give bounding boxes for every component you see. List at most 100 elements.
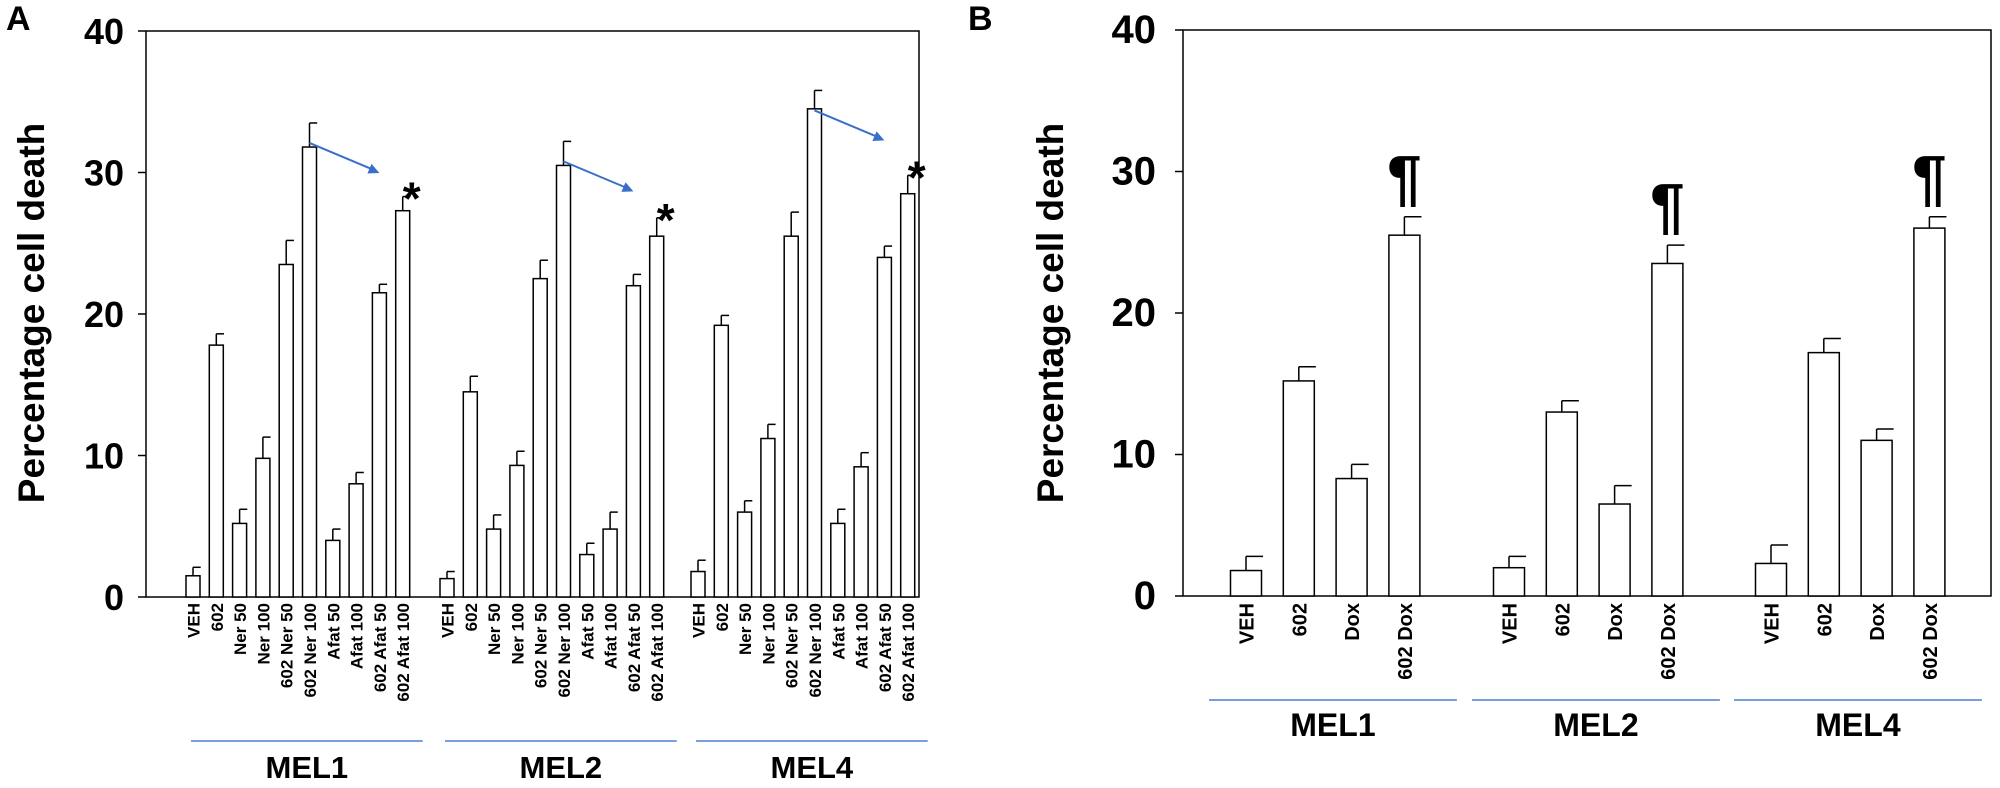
panel-b-group-label: MEL1 xyxy=(1290,707,1375,743)
panel-a-arrow-head-icon xyxy=(367,163,380,174)
panel-b-y-tick-label: 20 xyxy=(1112,291,1157,335)
panel-a-bar xyxy=(602,528,618,598)
panel-a-bar xyxy=(736,511,753,598)
panel-a-x-tick-label: Afat 50 xyxy=(829,603,848,660)
panel-b-x-tick-label: VEH xyxy=(1762,603,1784,644)
panel-a-bar xyxy=(876,256,893,598)
panel-b-x-tick-label: 602 Dox xyxy=(1395,603,1417,680)
panel-a-x-tick-label: 602 Afat 50 xyxy=(371,603,390,692)
panel-a-arrow-line xyxy=(563,160,626,189)
panel-label-a: A xyxy=(6,0,31,38)
panel-a-arrow-line xyxy=(814,109,877,138)
panel-a-x-tick-label: Afat 100 xyxy=(602,603,621,669)
panel-b-bar xyxy=(1545,411,1579,597)
panel-a-bar xyxy=(853,466,869,598)
panel-b-significance-marker: ¶ xyxy=(1912,144,1946,213)
y-axis-title-a: Percentage cell death xyxy=(11,123,52,503)
panel-a-x-tick-label: 602 Ner 100 xyxy=(555,603,574,698)
panel-a-x-tick-label: VEH xyxy=(438,603,457,638)
panel-b-bar xyxy=(1807,351,1841,597)
panel-a-x-tick-label: VEH xyxy=(689,603,708,638)
panel-a-x-tick-label: 602 Ner 50 xyxy=(278,603,297,688)
panel-a-bar xyxy=(394,209,411,598)
panel-a-bar xyxy=(485,528,502,598)
panel-a-x-tick-label: 602 xyxy=(208,603,227,631)
y-axis-title-b: Percentage cell death xyxy=(1030,123,1071,503)
panel-a-y-tick-label: 30 xyxy=(84,153,124,194)
panel-label-b: B xyxy=(968,0,993,38)
panel-a-x-tick-label: 602 Ner 50 xyxy=(532,603,551,688)
panel-a-y-tick-label: 0 xyxy=(104,577,124,618)
panel-b-bar xyxy=(1651,262,1684,597)
panel-b-y-tick-label: 10 xyxy=(1112,433,1157,477)
panel-a-bar xyxy=(278,263,294,598)
panel-a-bar xyxy=(806,108,823,598)
panel-a-x-tick-label: Ner 50 xyxy=(231,603,250,655)
panel-b-bar xyxy=(1598,503,1631,597)
panel-a-bar xyxy=(371,292,388,598)
panel-a-x-tick-label: VEH xyxy=(184,603,203,638)
panel-a-bar xyxy=(301,146,318,598)
panel-a-group-label: MEL2 xyxy=(520,750,603,785)
panel-a-x-tick-label: 602 xyxy=(713,603,732,631)
panel-a-bar xyxy=(255,457,271,598)
panel-b-x-tick-label: Dox xyxy=(1342,603,1364,641)
panel-a-bar xyxy=(462,391,479,598)
panel-b-group-label: MEL4 xyxy=(1815,707,1901,743)
panel-a-group-label: MEL1 xyxy=(266,750,349,785)
panel-b-x-tick-label: Dox xyxy=(1605,603,1627,641)
panel-b-bar xyxy=(1388,234,1421,597)
panel-a-bar xyxy=(713,324,730,598)
panel-a-bar xyxy=(348,483,364,598)
panel-a-x-tick-label: Ner 50 xyxy=(485,603,504,655)
panel-a-bar xyxy=(555,164,572,598)
panel-a-x-tick-label: 602 Ner 100 xyxy=(301,603,320,698)
panel-a-x-tick-label: 602 xyxy=(462,603,481,631)
panel-a-bar xyxy=(509,464,525,598)
panel-b-bar xyxy=(1913,227,1946,597)
panel-b-significance-marker: ¶ xyxy=(1387,144,1421,213)
panel-a-x-tick-label: Afat 50 xyxy=(578,603,597,660)
panel-b-bar xyxy=(1754,562,1788,597)
panel-a-y-tick-label: 10 xyxy=(84,436,124,477)
panel-a-x-tick-label: 602 Afat 100 xyxy=(648,603,667,702)
panel-b-bar xyxy=(1860,439,1893,597)
panel-b-x-tick-label: VEH xyxy=(1237,603,1259,644)
panel-a-bar xyxy=(185,575,201,598)
panel-a-arrow-head-icon xyxy=(872,131,885,141)
panel-a-bar xyxy=(830,522,846,598)
panel-a-significance-marker: * xyxy=(908,151,926,203)
panel-b-y-tick-label: 30 xyxy=(1112,150,1157,194)
panel-b-bar xyxy=(1335,477,1368,597)
panel-b-x-tick-label: 602 xyxy=(1289,603,1311,636)
panel-a-bar xyxy=(208,344,225,598)
panel-a-bar xyxy=(783,235,799,598)
panel-a-x-tick-label: 602 Ner 100 xyxy=(806,603,825,698)
panel-b-x-tick-label: VEH xyxy=(1500,603,1522,644)
panel-a-x-tick-label: 602 Afat 100 xyxy=(899,603,918,702)
panel-a-bar xyxy=(532,277,548,598)
panel-b-x-tick-label: Dox xyxy=(1867,603,1889,641)
panel-a-bar xyxy=(690,570,706,598)
panel-a-group-label: MEL4 xyxy=(771,750,854,785)
panel-b-y-tick-label: 40 xyxy=(1112,8,1157,52)
panel-a-x-tick-label: Afat 100 xyxy=(853,603,872,669)
panel-a-bar xyxy=(439,577,455,598)
panel-b-bar xyxy=(1492,566,1526,597)
panel-a-significance-marker: * xyxy=(657,194,675,246)
panel-a-x-tick-label: Ner 100 xyxy=(254,603,273,664)
panel-a-bar xyxy=(231,522,248,598)
panel-a-bar xyxy=(648,235,665,598)
panel-a-significance-marker: * xyxy=(403,173,421,225)
panel-a-bar xyxy=(579,553,595,598)
panel-a-bar xyxy=(899,192,916,598)
panel-b-x-tick-label: 602 xyxy=(1552,603,1574,636)
panel-a-x-tick-label: Ner 100 xyxy=(759,603,778,664)
panel-a-y-tick-label: 20 xyxy=(84,294,124,335)
panel-a-arrow-head-icon xyxy=(621,182,634,192)
panel-b-x-tick-label: 602 Dox xyxy=(1920,603,1942,680)
panel-a-y-tick-label: 40 xyxy=(84,11,124,52)
panel-a-x-tick-label: Ner 100 xyxy=(508,603,527,664)
panel-a-x-tick-label: 602 Afat 50 xyxy=(876,603,895,692)
